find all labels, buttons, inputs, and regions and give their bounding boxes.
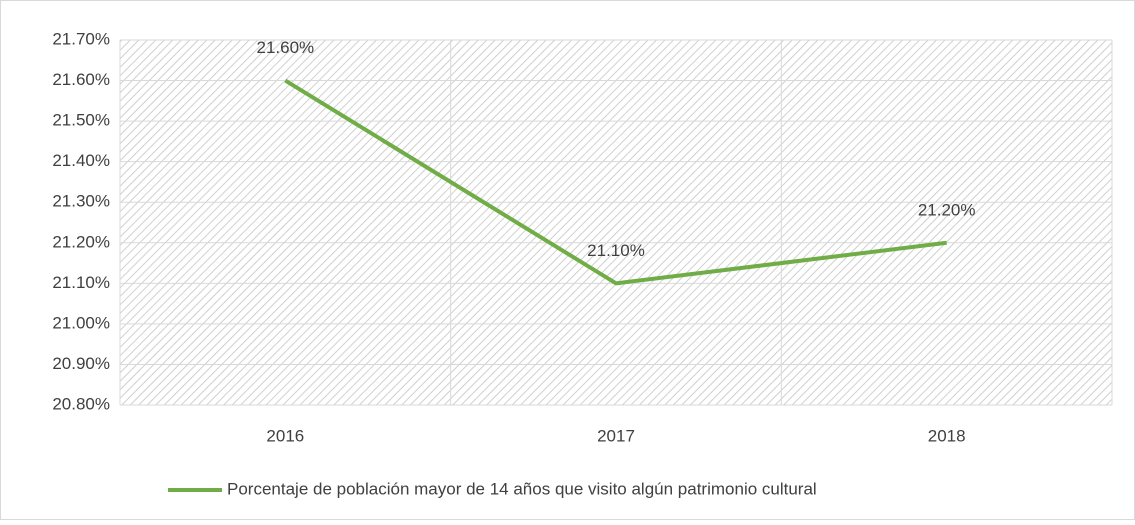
line <box>284 78 947 286</box>
y-tick-label: 20.90% <box>52 354 110 373</box>
x-tick-label: 2018 <box>928 426 966 445</box>
data-label: 21.60% <box>256 38 314 57</box>
data-label: 21.10% <box>587 241 645 260</box>
data-label: 21.20% <box>918 200 976 219</box>
y-tick-label: 21.60% <box>52 70 110 89</box>
y-tick-label: 20.80% <box>52 394 110 413</box>
x-tick-label: 2017 <box>597 426 635 445</box>
y-tick-label: 21.00% <box>52 313 110 332</box>
y-tick-label: 21.10% <box>52 273 110 292</box>
x-tick-label: 2016 <box>266 426 304 445</box>
legend-label: Porcentaje de población mayor de 14 años… <box>227 479 817 498</box>
y-tick-label: 21.70% <box>52 29 110 48</box>
y-tick-label: 21.50% <box>52 111 110 130</box>
plot-area <box>120 40 1112 405</box>
y-tick-label: 21.20% <box>52 232 110 251</box>
y-tick-label: 21.40% <box>52 151 110 170</box>
y-tick-label: 21.30% <box>52 192 110 211</box>
